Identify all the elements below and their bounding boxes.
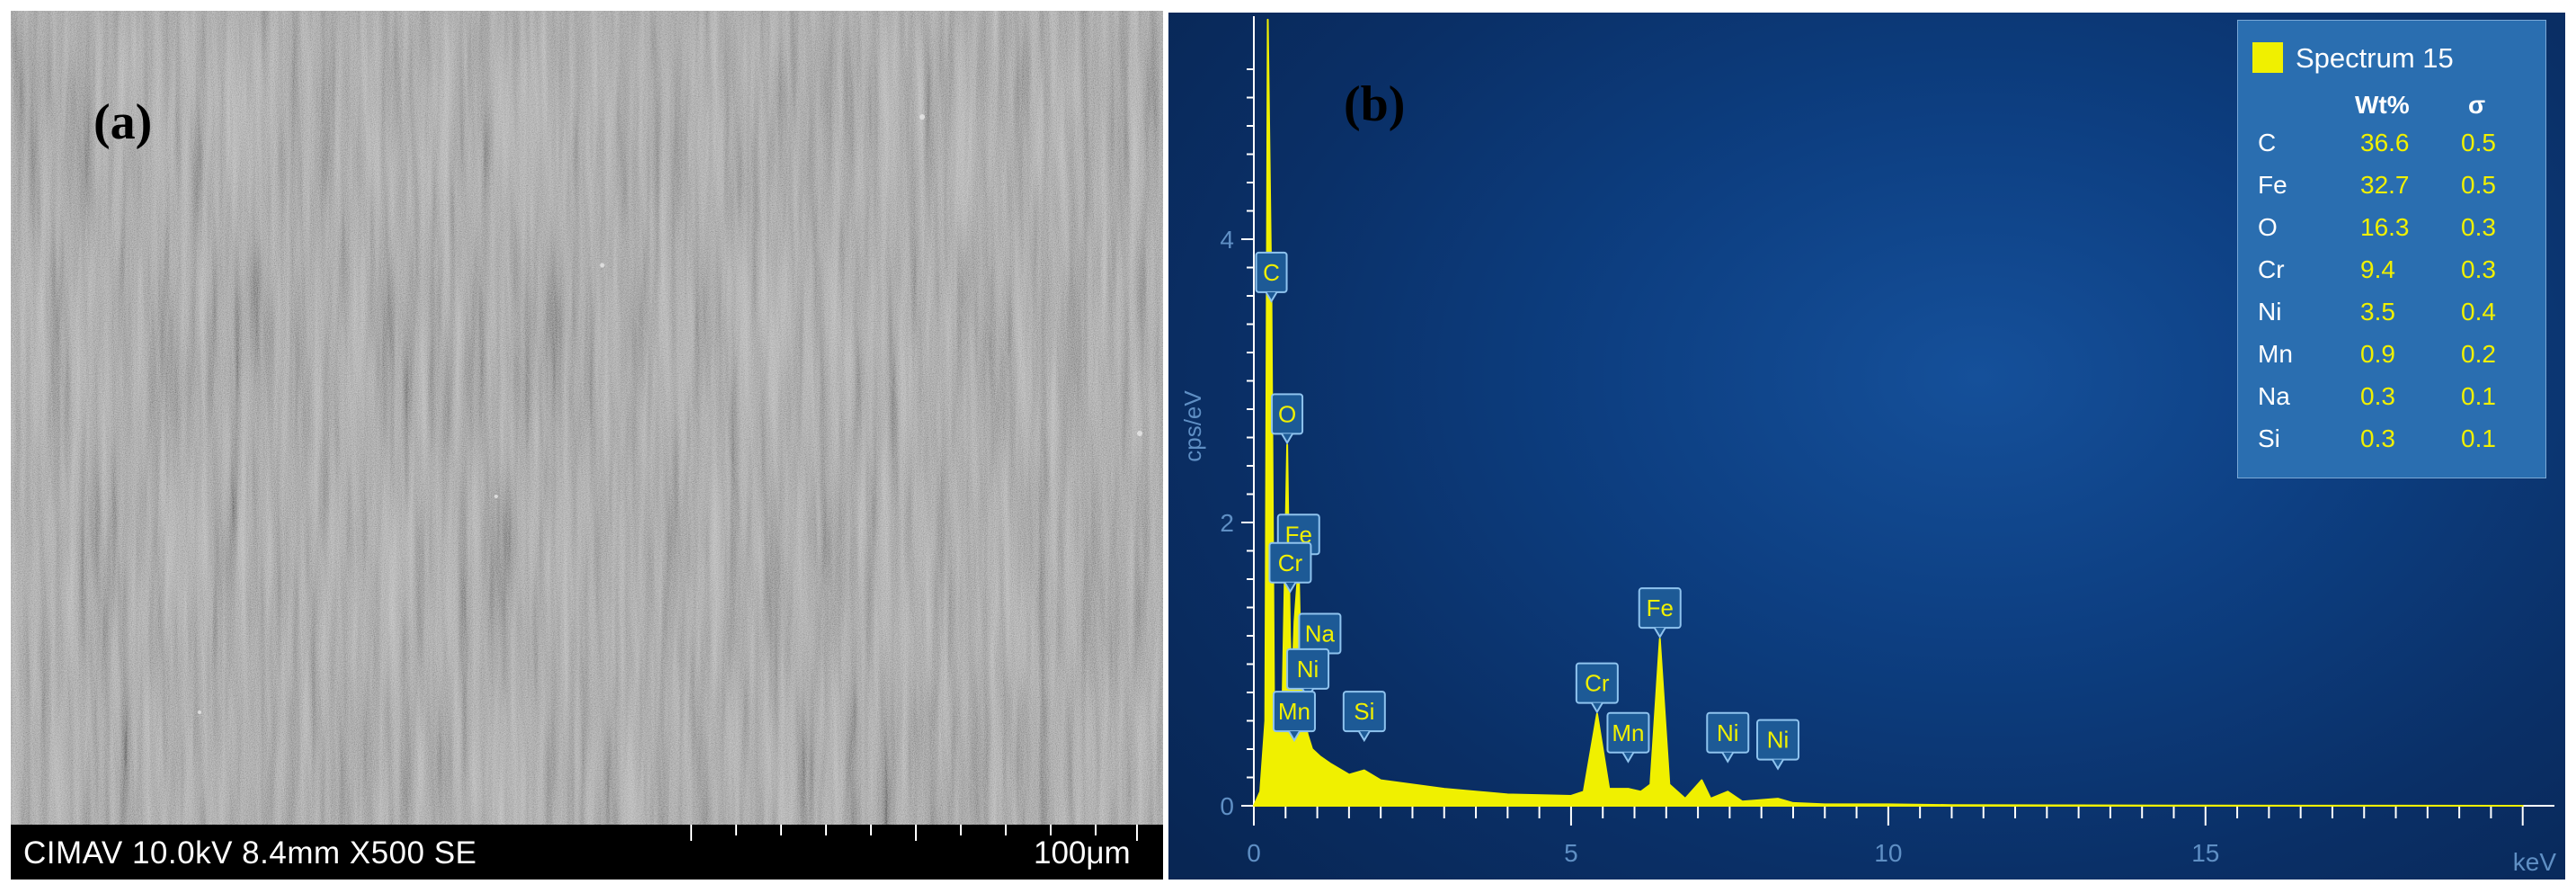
spectrum-trace	[1253, 18, 2524, 807]
legend-row: Cr 9.4 0.3	[2238, 255, 2545, 295]
legend-element: Ni	[2258, 298, 2282, 326]
legend-element: O	[2258, 213, 2278, 241]
legend-sigma-value: 0.5	[2461, 171, 2496, 199]
legend-element: Fe	[2258, 171, 2287, 199]
wt-column-header: Wt%	[2355, 91, 2410, 119]
legend-wt-value: 9.4	[2360, 255, 2395, 283]
peak-label-text: Ni	[1767, 727, 1790, 754]
scale-bar-label: 100μm	[1034, 835, 1131, 871]
y-axis-title: cps/eV	[1179, 390, 1206, 462]
sem-acquisition-info: CIMAV 10.0kV 8.4mm X500 SE	[23, 835, 477, 871]
legend-wt-value: 32.7	[2360, 171, 2410, 199]
legend-row: Mn 0.9 0.2	[2238, 340, 2545, 380]
peak-label-pointer	[1281, 433, 1293, 445]
peak-label: Mn	[1606, 711, 1650, 764]
legend-element: Cr	[2258, 255, 2285, 283]
legend-element: C	[2258, 129, 2277, 156]
legend-row: Ni 3.5 0.4	[2238, 298, 2545, 337]
peak-label-pointer	[1653, 627, 1666, 639]
peak-label-text: Ni	[1717, 719, 1739, 746]
x-axis: 0 5 10 15	[1247, 805, 2554, 867]
legend-wt-value: 36.6	[2360, 129, 2410, 156]
peak-label-pointer	[1357, 730, 1371, 743]
legend-sigma-value: 0.4	[2461, 298, 2496, 326]
legend-wt-value: 0.9	[2360, 340, 2395, 368]
peak-label: Mn	[1272, 691, 1316, 743]
legend-row: Si 0.3 0.1	[2238, 424, 2545, 464]
sem-micrograph-image	[11, 11, 1163, 825]
scale-bar-ticks	[690, 825, 1138, 841]
peak-label-pointer	[1265, 291, 1278, 303]
x-tick-label: 0	[1247, 839, 1261, 867]
peak-label-text: C	[1263, 259, 1280, 286]
x-axis-unit-label: keV	[2513, 848, 2557, 876]
peak-label-text: Cr	[1585, 670, 1610, 697]
y-tick-label: 2	[1220, 509, 1234, 537]
legend-sigma-value: 0.3	[2461, 255, 2496, 283]
peak-label: Ni	[1706, 711, 1750, 764]
y-tick-label: 4	[1220, 226, 1234, 254]
peak-label: Fe	[1638, 587, 1682, 639]
legend-wt-value: 0.3	[2360, 424, 2395, 452]
peak-label-text: O	[1278, 400, 1296, 427]
peak-label: Ni	[1756, 719, 1800, 771]
legend-sigma-value: 0.2	[2461, 340, 2496, 368]
peak-label: Na	[1298, 612, 1342, 665]
y-tick-label: 0	[1220, 792, 1234, 820]
legend-wt-value: 0.3	[2360, 382, 2395, 410]
legend-row: Na 0.3 0.1	[2238, 382, 2545, 422]
x-tick-label: 15	[2191, 839, 2219, 867]
legend-wt-value: 16.3	[2360, 213, 2410, 241]
peak-label-text: Na	[1305, 621, 1336, 647]
peak-label-pointer	[1621, 752, 1635, 764]
peak-label: O	[1271, 393, 1304, 445]
peak-label-pointer	[1721, 752, 1735, 764]
legend-sigma-value: 0.5	[2461, 129, 2496, 156]
peak-label-text: Si	[1354, 698, 1374, 725]
legend-element: Si	[2258, 424, 2280, 452]
legend-title: Spectrum 15	[2296, 42, 2454, 74]
legend-row: O 16.3 0.3	[2238, 213, 2545, 253]
x-tick-label: 5	[1564, 839, 1578, 867]
legend-sigma-value: 0.3	[2461, 213, 2496, 241]
panel-b-label: (b)	[1344, 76, 1406, 132]
sigma-column-header: σ	[2468, 91, 2486, 119]
peak-label: Cr	[1268, 541, 1312, 594]
legend-element: Na	[2258, 382, 2290, 410]
peak-label: Cr	[1575, 662, 1619, 714]
spectrum-series	[1253, 18, 2524, 807]
peak-label-text: Ni	[1297, 656, 1319, 683]
legend-swatch	[2252, 42, 2283, 73]
peak-label: C	[1255, 251, 1288, 303]
sem-micrograph-panel: (a) CIMAV 10.0kV 8.4mm X500 SE 100μm	[11, 11, 1163, 880]
peak-label: Si	[1342, 691, 1386, 743]
peak-label-text: Cr	[1278, 549, 1303, 576]
peak-label-pointer	[1772, 759, 1784, 771]
peak-label-text: Mn	[1278, 698, 1310, 725]
peak-label-text: Mn	[1612, 719, 1644, 746]
peak-label-pointer	[1284, 582, 1297, 594]
legend-sigma-value: 0.1	[2461, 424, 2496, 452]
legend-element: Mn	[2258, 340, 2293, 368]
legend-row: Fe 32.7 0.5	[2238, 171, 2545, 210]
sem-info-bar: CIMAV 10.0kV 8.4mm X500 SE 100μm	[11, 825, 1163, 880]
composition-legend: Spectrum 15 Wt% σ C 36.6 0.5 Fe 32.7 0.5 O 16.3…	[2237, 20, 2546, 478]
x-tick-label: 10	[1874, 839, 1902, 867]
peak-label-pointer	[1288, 730, 1301, 743]
peak-label-pointer	[1591, 702, 1603, 714]
y-axis: 0 2 4	[1220, 16, 1255, 820]
panel-a-label: (a)	[93, 94, 153, 150]
legend-wt-value: 3.5	[2360, 298, 2395, 326]
legend-sigma-value: 0.1	[2461, 382, 2496, 410]
legend-row: C 36.6 0.5	[2238, 129, 2545, 168]
peak-label-text: Fe	[1647, 594, 1674, 621]
